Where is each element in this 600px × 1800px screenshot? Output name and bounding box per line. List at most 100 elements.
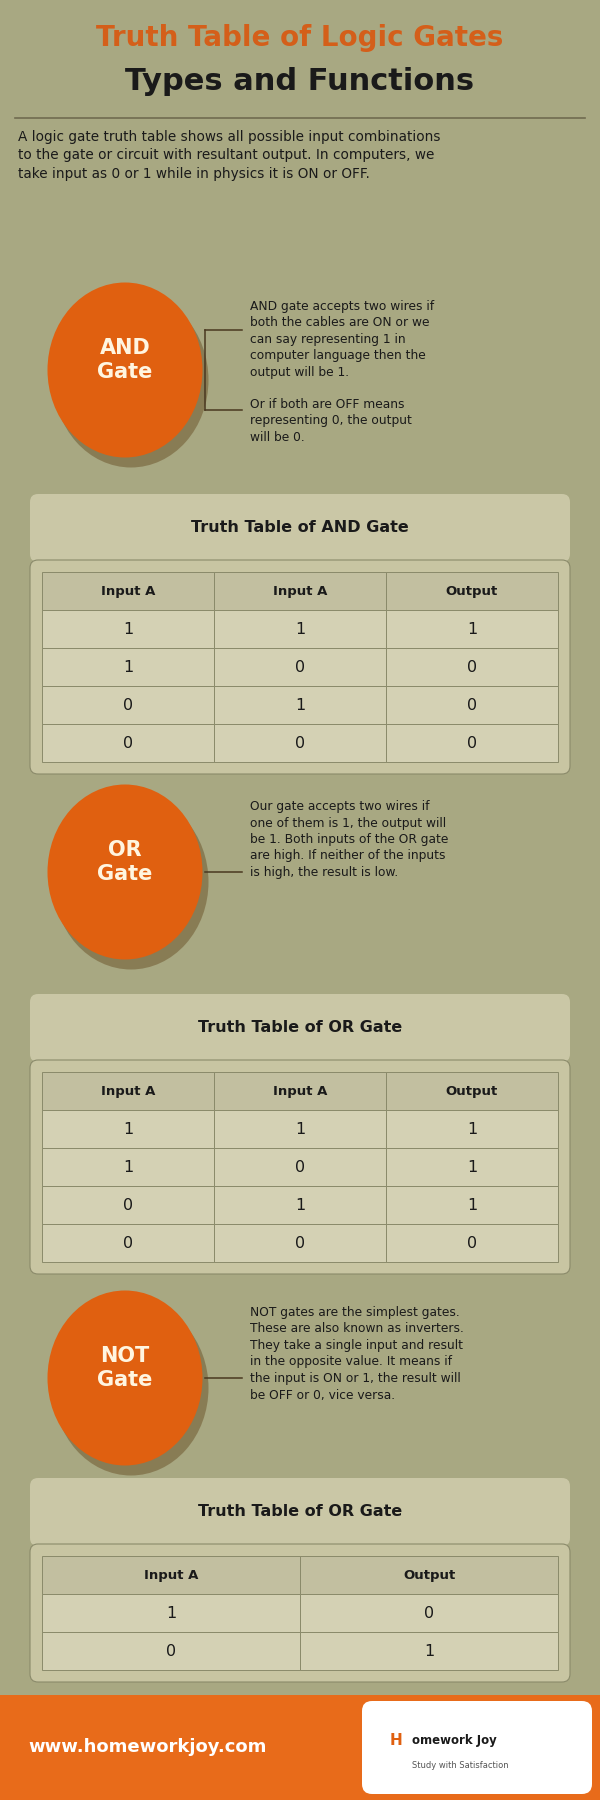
Text: 1: 1 (467, 1159, 477, 1175)
Ellipse shape (47, 283, 203, 457)
Text: 0: 0 (166, 1643, 176, 1658)
Text: Input A: Input A (273, 585, 327, 598)
Bar (386, 1111, 558, 1148)
Text: NOT gates are the simplest gates.
These are also known as inverters.
They take a: NOT gates are the simplest gates. These … (250, 1307, 464, 1402)
Text: NOT
Gate: NOT Gate (97, 1346, 152, 1390)
Text: 1: 1 (123, 659, 133, 675)
Text: Input A: Input A (144, 1568, 198, 1582)
Text: 0: 0 (467, 659, 477, 675)
Text: Truth Table of OR Gate: Truth Table of OR Gate (198, 1021, 402, 1035)
Text: Truth Table of Logic Gates: Truth Table of Logic Gates (97, 23, 503, 52)
Bar (42, 1224, 214, 1262)
Bar (214, 572, 386, 610)
Text: 0: 0 (467, 1235, 477, 1251)
Bar (386, 724, 558, 761)
Text: Input A: Input A (273, 1084, 327, 1098)
Text: Output: Output (446, 585, 498, 598)
Text: Truth Table of OR Gate: Truth Table of OR Gate (198, 1505, 402, 1519)
Bar (300, 1555, 558, 1595)
FancyBboxPatch shape (30, 1544, 570, 1681)
Bar (386, 610, 558, 648)
Text: Input A: Input A (101, 585, 155, 598)
FancyBboxPatch shape (30, 493, 570, 562)
Text: 0: 0 (424, 1606, 434, 1620)
Text: Output: Output (403, 1568, 455, 1582)
Bar (386, 686, 558, 724)
Bar (0, 1696, 600, 1800)
Bar (214, 724, 386, 761)
Bar (386, 1148, 558, 1186)
Bar (386, 648, 558, 686)
Bar (42, 686, 214, 724)
Bar (214, 648, 386, 686)
Text: 0: 0 (123, 736, 133, 751)
Bar (42, 610, 214, 648)
Bar (214, 610, 386, 648)
Text: Our gate accepts two wires if
one of them is 1, the output will
be 1. Both input: Our gate accepts two wires if one of the… (250, 799, 448, 878)
Text: 0: 0 (295, 1159, 305, 1175)
Bar (42, 572, 214, 610)
FancyBboxPatch shape (30, 1060, 570, 1274)
Text: AND
Gate: AND Gate (97, 338, 152, 382)
Text: 1: 1 (424, 1643, 434, 1658)
Text: A logic gate truth table shows all possible input combinations
to the gate or ci: A logic gate truth table shows all possi… (18, 130, 440, 180)
Bar (300, 1633, 558, 1670)
Bar (214, 1224, 386, 1262)
Bar (386, 1186, 558, 1224)
Bar (386, 1224, 558, 1262)
Text: H: H (390, 1733, 403, 1748)
Text: 1: 1 (123, 1159, 133, 1175)
Text: OR
Gate: OR Gate (97, 841, 152, 884)
Text: 0: 0 (295, 1235, 305, 1251)
FancyBboxPatch shape (30, 1478, 570, 1546)
FancyBboxPatch shape (362, 1701, 592, 1795)
Text: Or if both are OFF means
representing 0, the output
will be 0.: Or if both are OFF means representing 0,… (250, 398, 412, 445)
Text: Study with Satisfaction: Study with Satisfaction (412, 1760, 509, 1769)
Text: 1: 1 (467, 1197, 477, 1213)
Bar (214, 1073, 386, 1111)
Ellipse shape (47, 785, 203, 959)
Ellipse shape (53, 292, 209, 468)
Bar (386, 1073, 558, 1111)
Bar (214, 686, 386, 724)
Text: 1: 1 (123, 1121, 133, 1136)
Text: Truth Table of AND Gate: Truth Table of AND Gate (191, 520, 409, 536)
Bar (42, 1148, 214, 1186)
Text: www.homeworkjoy.com: www.homeworkjoy.com (28, 1739, 266, 1757)
Bar (42, 724, 214, 761)
Ellipse shape (53, 1300, 209, 1476)
Text: 0: 0 (467, 736, 477, 751)
Text: Output: Output (446, 1084, 498, 1098)
Bar (42, 1633, 300, 1670)
Text: 0: 0 (467, 697, 477, 713)
Text: 0: 0 (295, 659, 305, 675)
Text: 1: 1 (166, 1606, 176, 1620)
Text: omework Joy: omework Joy (412, 1733, 497, 1748)
Text: 1: 1 (123, 621, 133, 637)
Text: 1: 1 (467, 621, 477, 637)
FancyBboxPatch shape (30, 560, 570, 774)
Text: 0: 0 (295, 736, 305, 751)
Text: 1: 1 (295, 621, 305, 637)
Ellipse shape (47, 1291, 203, 1465)
Bar (42, 1595, 300, 1633)
Text: 0: 0 (123, 1235, 133, 1251)
Bar (214, 1111, 386, 1148)
Bar (386, 572, 558, 610)
Bar (300, 1595, 558, 1633)
Ellipse shape (53, 794, 209, 970)
Text: 1: 1 (295, 1197, 305, 1213)
Text: Input A: Input A (101, 1084, 155, 1098)
Bar (214, 1148, 386, 1186)
Text: 1: 1 (295, 1121, 305, 1136)
Bar (214, 1186, 386, 1224)
Text: 0: 0 (123, 697, 133, 713)
Bar (42, 1111, 214, 1148)
Text: Types and Functions: Types and Functions (125, 67, 475, 97)
Bar (42, 1073, 214, 1111)
FancyBboxPatch shape (30, 994, 570, 1062)
Bar (42, 648, 214, 686)
Bar (42, 1186, 214, 1224)
Text: 0: 0 (123, 1197, 133, 1213)
Text: 1: 1 (295, 697, 305, 713)
